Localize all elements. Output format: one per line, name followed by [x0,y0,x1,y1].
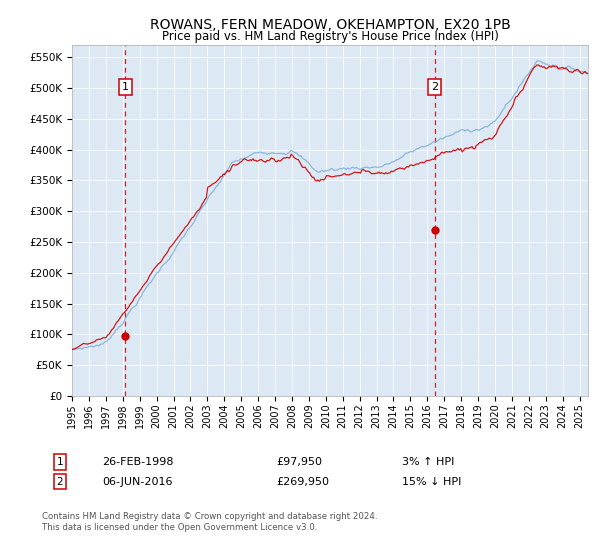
Text: 2: 2 [431,82,438,92]
Text: Price paid vs. HM Land Registry's House Price Index (HPI): Price paid vs. HM Land Registry's House … [161,30,499,43]
Text: £97,950: £97,950 [276,457,322,467]
Text: 06-JUN-2016: 06-JUN-2016 [102,477,173,487]
Text: Contains HM Land Registry data © Crown copyright and database right 2024.
This d: Contains HM Land Registry data © Crown c… [42,511,377,533]
Text: 15% ↓ HPI: 15% ↓ HPI [402,477,461,487]
Text: £269,950: £269,950 [276,477,329,487]
Text: 26-FEB-1998: 26-FEB-1998 [102,457,173,467]
Text: ROWANS, FERN MEADOW, OKEHAMPTON, EX20 1PB: ROWANS, FERN MEADOW, OKEHAMPTON, EX20 1P… [149,18,511,32]
Text: 1: 1 [122,82,129,92]
Text: 1: 1 [56,457,64,467]
Text: 3% ↑ HPI: 3% ↑ HPI [402,457,454,467]
Text: 2: 2 [56,477,64,487]
